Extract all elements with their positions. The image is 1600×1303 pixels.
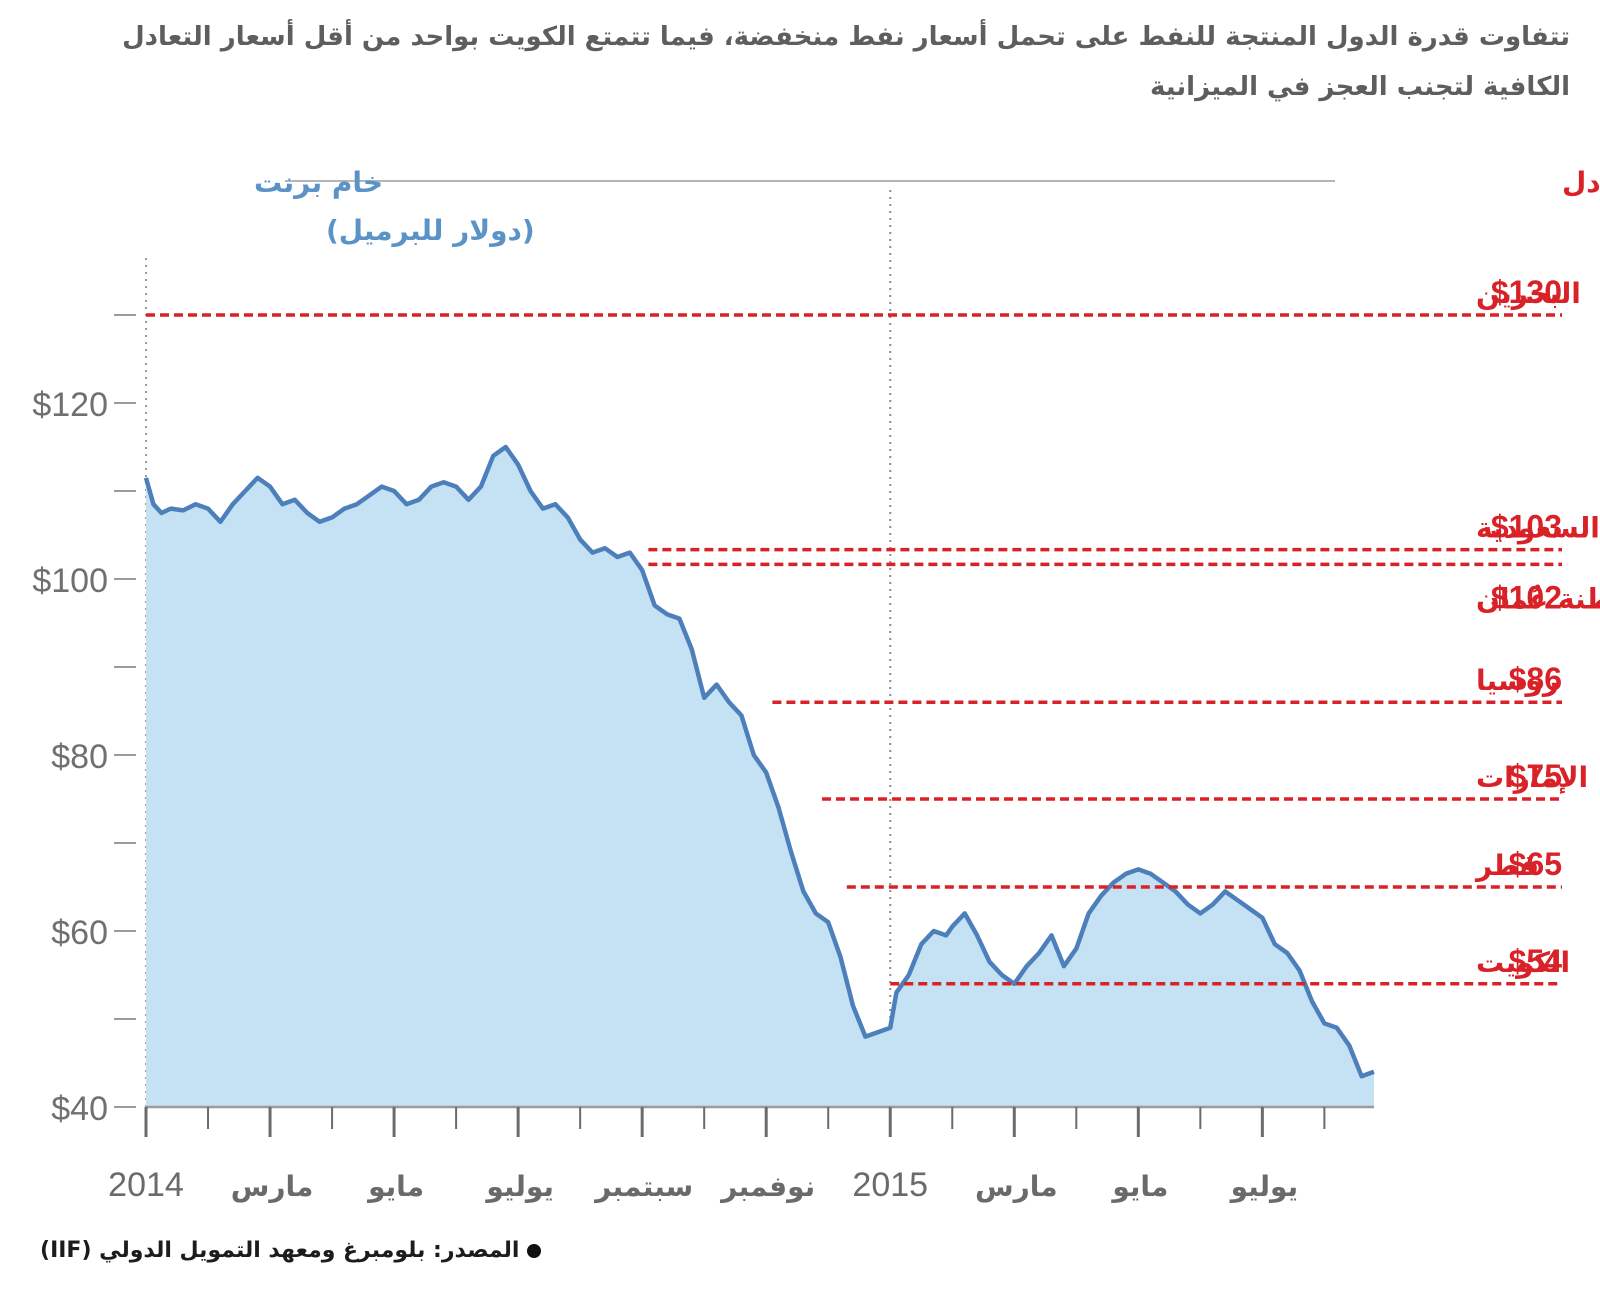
breakeven-layer: [146, 313, 1562, 986]
y-tick-label: $120: [32, 386, 108, 424]
x-tick-label: يوليو: [1229, 1170, 1299, 1203]
breakeven-country: البحرين: [1476, 277, 1581, 310]
source-note: المصدر: بلومبرغ ومعهد التمويل الدولي (II…: [40, 1238, 542, 1263]
x-tick-label: نوفمبر: [719, 1170, 815, 1203]
x-tick-label: مايو: [366, 1170, 424, 1203]
y-tick-label: $100: [32, 562, 108, 600]
breakeven-value: $86: [1509, 661, 1562, 697]
bullet-icon: [527, 1244, 542, 1258]
x-tick-label: 2014: [108, 1166, 184, 1204]
breakeven-country: الكويت: [1476, 946, 1570, 979]
unit-label: (دولار للبرميل): [326, 214, 535, 247]
x-tick-label: سبتمبر: [593, 1170, 693, 1203]
source-text: المصدر: بلومبرغ ومعهد التمويل الدولي (II…: [40, 1238, 520, 1263]
brent-area: [146, 447, 1374, 1107]
chart-title: تتفاوت قدرة الدول المنتجة للنفط على تحمل…: [122, 22, 1570, 102]
area-layer: [146, 447, 1374, 1107]
line-layer: [143, 444, 1375, 1079]
breakeven-country: الإمارات: [1476, 761, 1588, 794]
series-label: خام برنت: [254, 166, 383, 199]
axes: [114, 314, 1374, 1137]
breakeven-value: $103: [1491, 509, 1562, 545]
y-tick-label: $40: [51, 1090, 108, 1128]
x-tick-label: مارس: [975, 1170, 1058, 1203]
breakeven-value: $54: [1509, 943, 1563, 979]
x-tick-label: مايو: [1110, 1170, 1168, 1203]
breakeven-value: $75: [1509, 758, 1562, 794]
x-tick-label: 2015: [852, 1166, 928, 1204]
y-tick-label: $60: [51, 914, 108, 952]
breakeven-header: أسعار التعـادل: [1562, 164, 1600, 199]
breakeven-value: $65: [1509, 846, 1562, 882]
x-tick-label: مارس: [231, 1170, 314, 1203]
x-tick-label: يوليو: [484, 1170, 554, 1203]
breakeven-country: روسيا: [1476, 664, 1559, 697]
y-tick-label: $80: [51, 738, 108, 776]
breakeven-country: سلطنة عُمان: [1476, 582, 1600, 615]
breakeven-value: $130: [1491, 274, 1562, 310]
breakeven-country: قطر: [1474, 849, 1539, 882]
breakeven-country: السعودية: [1476, 512, 1600, 545]
breakeven-value: $102: [1491, 579, 1562, 615]
brent-line: [143, 444, 1375, 1079]
